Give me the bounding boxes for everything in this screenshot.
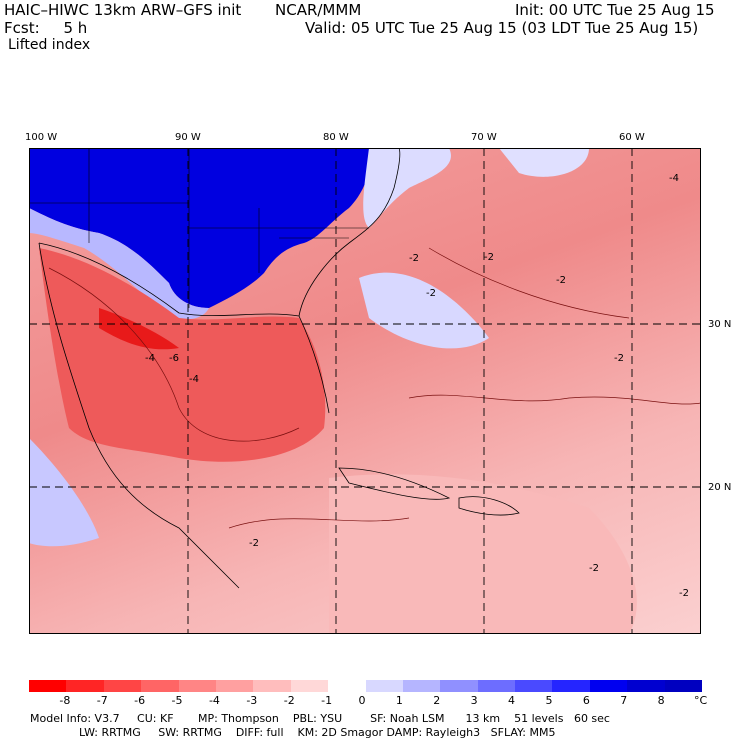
colorbar-tick-label: -5 <box>171 694 183 707</box>
colorbar-tick-label: 5 <box>545 694 553 707</box>
colorbar-tick-label: 1 <box>395 694 403 707</box>
contour-label: -2 <box>614 353 624 364</box>
colorbar-swatch <box>440 680 478 692</box>
colorbar-unit: °C <box>694 694 708 707</box>
lat-label-30n: 30 N <box>708 319 732 330</box>
colorbar-tick-label: -3 <box>246 694 258 707</box>
very-unstable-tx <box>99 308 179 350</box>
coastline-atlantic <box>298 148 401 317</box>
contour-label: -4 <box>669 173 679 184</box>
stable-fringe-ne <box>363 148 451 228</box>
cuba-outline <box>338 467 451 500</box>
colorbar-tick-label: -7 <box>96 694 108 707</box>
contour-label: -2 <box>484 252 494 263</box>
colorbar-tick-label: 8 <box>657 694 665 707</box>
colorbar-tick-label: -4 <box>208 694 220 707</box>
contour-label: -4 <box>189 374 199 385</box>
map-svg <box>29 148 701 634</box>
lon-label-70w: 70 W <box>471 132 497 143</box>
colorbar-swatch <box>402 680 441 692</box>
coastline-gulf <box>38 242 330 414</box>
lat-label-20n: 20 N <box>708 482 732 493</box>
init-time: Init: 00 UTC Tue 25 Aug 15 <box>515 1 715 19</box>
colorbar-swatch <box>627 680 665 692</box>
colorbar-swatch <box>29 680 67 692</box>
colorbar-swatch <box>515 680 553 692</box>
colorbar-tick-label: 6 <box>582 694 590 707</box>
colorbar-swatch <box>664 680 703 692</box>
colorbar-swatch <box>66 680 104 692</box>
colorbar-tick-label: 0 <box>358 694 366 707</box>
colorbar-swatch <box>477 680 516 692</box>
lon-label-60w: 60 W <box>619 132 645 143</box>
colorbar-swatch <box>290 680 329 692</box>
colorbar-tick-label: 2 <box>433 694 441 707</box>
contour-label: -2 <box>249 538 259 549</box>
colorbar-tick-label: 3 <box>470 694 478 707</box>
colorbar-tick-label: -6 <box>134 694 146 707</box>
contour-label: -2 <box>556 275 566 286</box>
valid-time: Valid: 05 UTC Tue 25 Aug 15 (03 LDT Tue … <box>305 19 699 37</box>
contour-label: -2 <box>679 588 689 599</box>
west-pacific-stable <box>29 438 99 547</box>
lifted-index-map: -2 -4 -6 -2 -4 -2 -2 -2 -4 -2 -2 -2 <box>29 148 701 634</box>
lon-label-80w: 80 W <box>323 132 349 143</box>
stable-fringe-us <box>29 208 209 320</box>
colorbar-swatch <box>589 680 628 692</box>
colorbar-tick-label: 4 <box>508 694 516 707</box>
colorbar-tick-label: 7 <box>620 694 628 707</box>
colorbar-swatch <box>215 680 254 692</box>
lon-label-100w: 100 W <box>25 132 58 143</box>
contour-lines <box>48 247 701 529</box>
model-info-line1: Model Info: V3.7 CU: KF MP: Thompson PBL… <box>30 712 610 725</box>
contour-label: -6 <box>169 353 179 364</box>
colorbar-tick-label: -1 <box>321 694 333 707</box>
lon-label-90w: 90 W <box>175 132 201 143</box>
contour-label: -2 <box>426 288 436 299</box>
stable-band-atlantic <box>359 272 489 349</box>
colorbar-tick-label: -8 <box>59 694 71 707</box>
colorbar-swatch <box>103 680 142 692</box>
colorbar-swatch <box>253 680 291 692</box>
forecast-hour: Fcst: 5 h <box>4 19 88 37</box>
colorbar-swatch <box>328 680 366 692</box>
latlon-grid <box>29 148 701 634</box>
state-borders <box>29 148 369 308</box>
field-name: Lifted index <box>8 37 91 53</box>
stable-patch-ne-atlantic <box>499 148 589 177</box>
contour-label: -4 <box>145 353 155 364</box>
org-label: NCAR/MMM <box>275 1 362 19</box>
colorbar-swatch <box>365 680 403 692</box>
colorbar-swatch <box>552 680 590 692</box>
unstable-gulf <box>39 248 326 462</box>
hispaniola-outline <box>458 496 520 516</box>
colorbar <box>29 680 703 692</box>
caribbean-region <box>329 474 637 634</box>
contour-label: -2 <box>409 253 419 264</box>
model-info-line2: LW: RRTMG SW: RRTMG DIFF: full KM: 2D Sm… <box>30 726 556 739</box>
colorbar-swatch <box>141 680 179 692</box>
model-title: HAIC–HIWC 13km ARW–GFS init <box>4 1 242 19</box>
contour-label: -2 <box>589 563 599 574</box>
colorbar-tick-label: -2 <box>283 694 295 707</box>
colorbar-swatch <box>178 680 216 692</box>
